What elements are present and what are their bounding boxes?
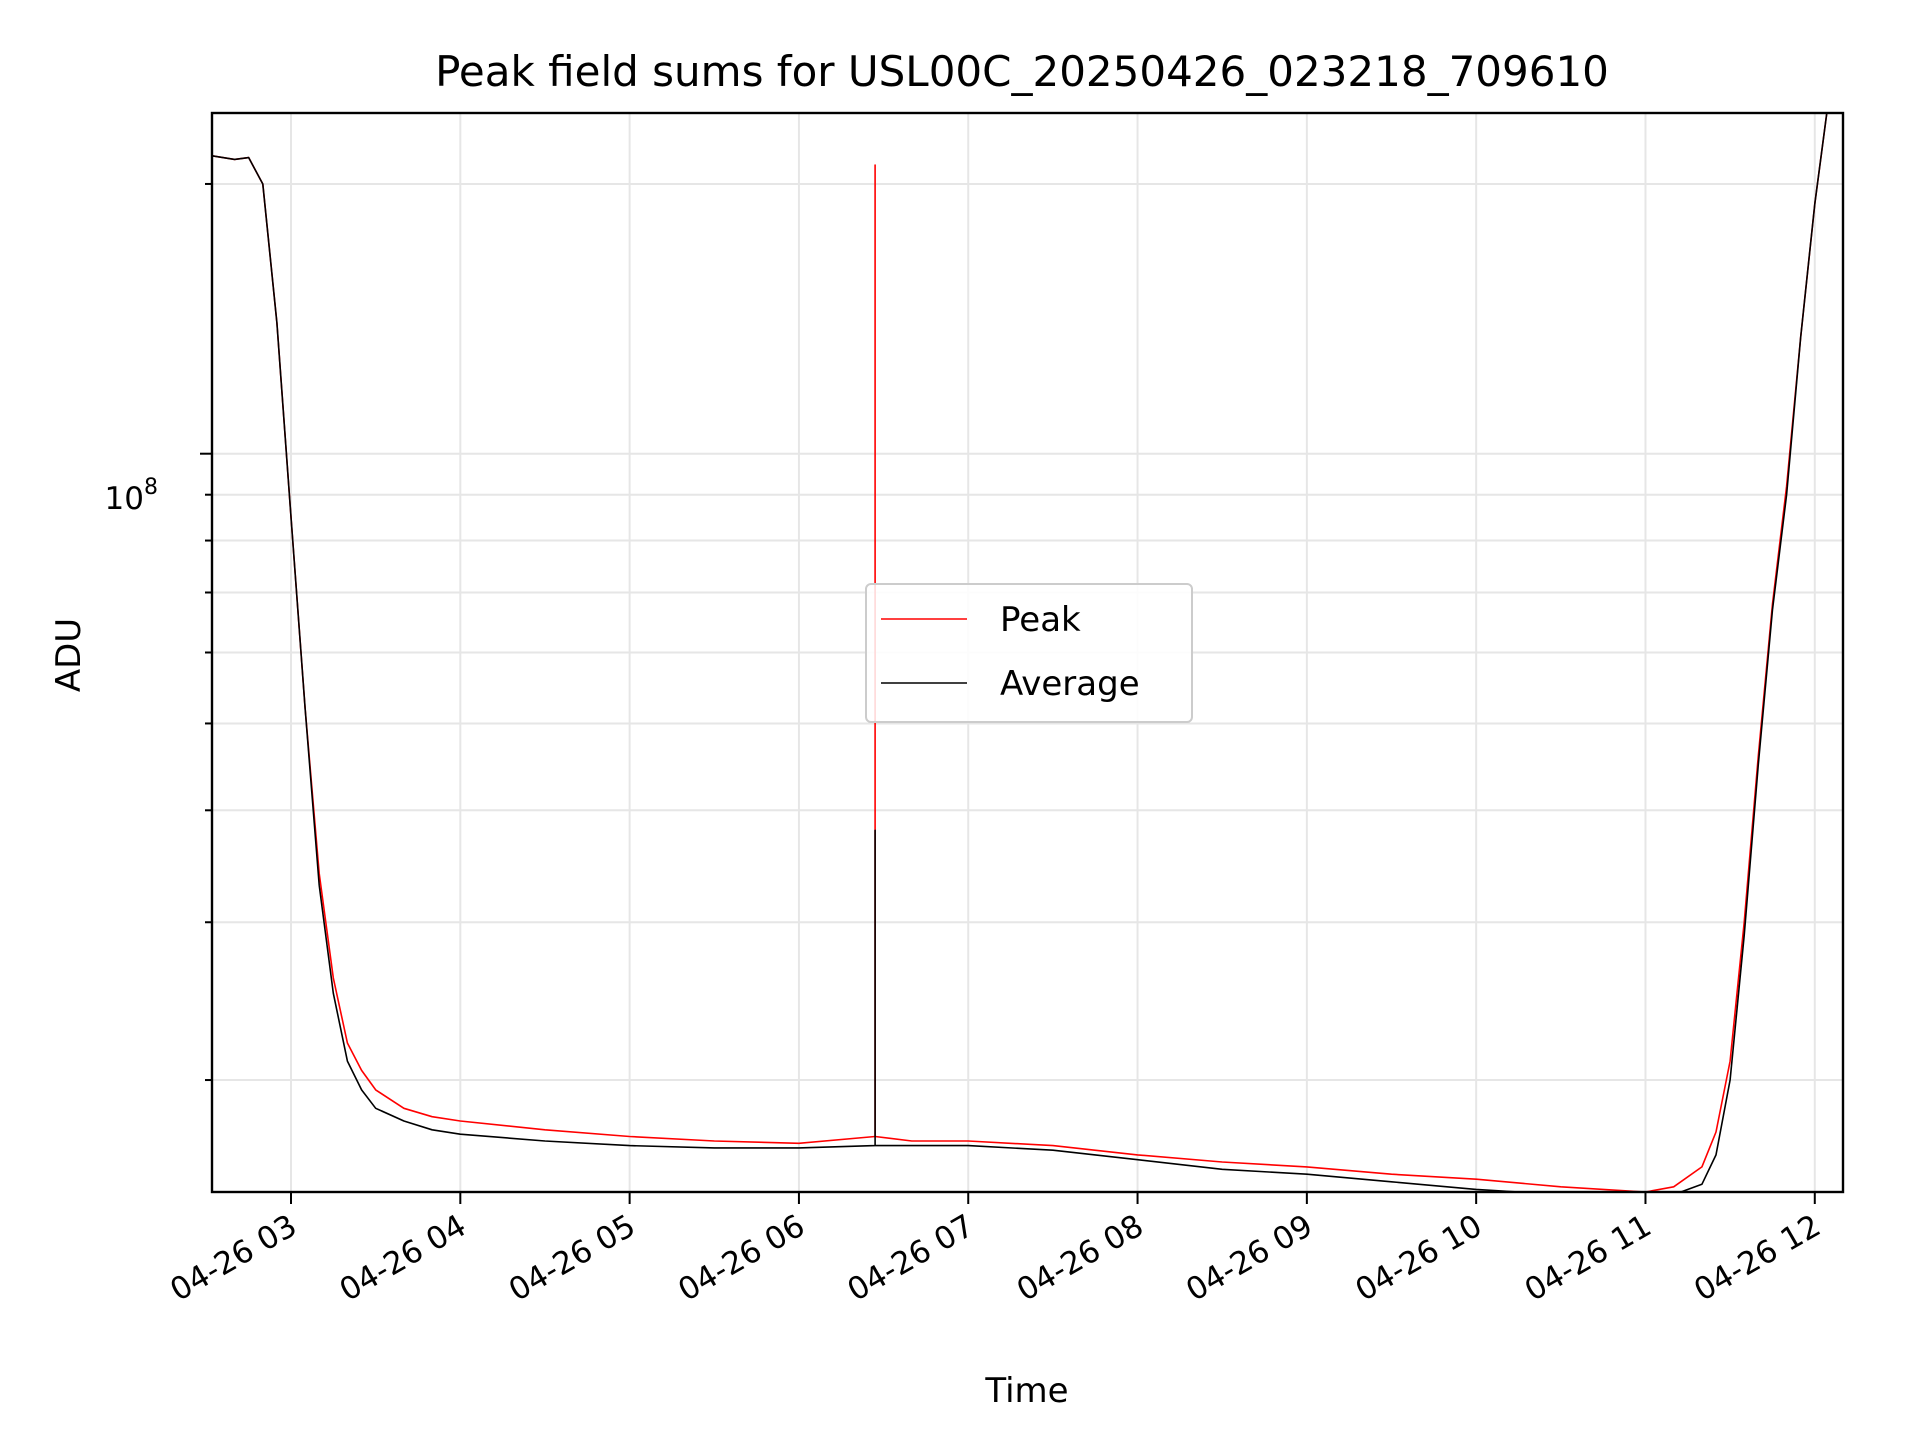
series-line-average [212, 113, 1828, 1192]
legend: Peak Average [865, 583, 1193, 723]
y-axis-label: ADU [49, 618, 89, 692]
legend-average-label: Average [1000, 664, 1140, 704]
y-tick-label-1e8: 108 [105, 475, 158, 517]
x-axis-label: Time [984, 1371, 1068, 1411]
legend-peak-label: Peak [1000, 600, 1081, 640]
y-axis [200, 182, 212, 1082]
chart-title: Peak field sums for USL00C_20250426_0232… [435, 47, 1609, 96]
series-layer [212, 113, 1828, 1192]
